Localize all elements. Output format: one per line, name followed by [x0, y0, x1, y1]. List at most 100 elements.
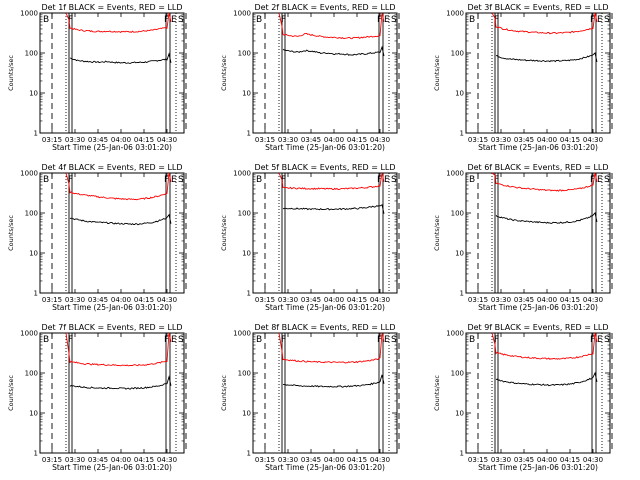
segment-marker-e: E: [597, 175, 603, 185]
x-tick-label: 03:45: [514, 136, 534, 144]
segment-marker-f: F: [68, 175, 73, 185]
y-tick-label: 1000: [233, 170, 251, 178]
y-axis-label: Counts/sec: [433, 215, 441, 251]
events-rate-line: [282, 204, 385, 214]
y-tick-label: 1: [247, 450, 251, 458]
x-tick-label: 03:45: [88, 136, 108, 144]
lld-rate-line: [278, 332, 385, 364]
y-tick-label: 1000: [20, 10, 38, 18]
events-rate-line: [69, 375, 172, 390]
x-axis-label: Start Time (25-Jan-06 03:01:20): [52, 303, 172, 312]
x-tick-label: 03:15: [255, 456, 275, 464]
y-tick-label: 1: [460, 130, 464, 138]
plot-frame: [39, 172, 185, 294]
x-tick-label: 04:00: [111, 136, 131, 144]
segment-marker-f: F: [590, 335, 595, 345]
segment-marker-s: S: [604, 175, 610, 185]
plot-frame: [252, 172, 398, 294]
x-axis-label: Start Time (25-Jan-06 03:01:20): [478, 303, 598, 312]
detector-panel-8: Det 8f BLACK = Events, RED = LLD 1 10 100 10…: [220, 323, 400, 472]
x-tick-label: 03:45: [88, 296, 108, 304]
x-tick-label: 03:30: [278, 136, 298, 144]
segment-marker-s: S: [391, 175, 397, 185]
detector-panel-5: Det 5f BLACK = Events, RED = LLD 1 10 100 10…: [220, 163, 400, 312]
x-axis-label: Start Time (25-Jan-06 03:01:20): [478, 463, 598, 472]
detector-panel-2: Det 2f BLACK = Events, RED = LLD 1 10 100 10…: [220, 3, 400, 152]
y-axis-label: Counts/sec: [220, 215, 228, 251]
x-tick-label: 03:45: [301, 456, 321, 464]
x-tick-label: 04:15: [134, 296, 154, 304]
panel-title: Det 7f BLACK = Events, RED = LLD: [41, 323, 182, 332]
events-rate-line: [495, 371, 598, 387]
segment-marker-f: F: [377, 175, 382, 185]
detector-panel-3: Det 3f BLACK = Events, RED = LLD 1 10 100 10…: [433, 3, 613, 152]
y-tick-label: 100: [451, 370, 464, 378]
x-axis-label: Start Time (25-Jan-06 03:01:20): [52, 463, 172, 472]
segment-marker-f: F: [164, 335, 169, 345]
y-tick-label: 100: [238, 370, 251, 378]
y-tick-label: 1: [460, 450, 464, 458]
y-tick-label: 10: [455, 250, 464, 258]
segment-marker-s: S: [178, 335, 184, 345]
segment-marker-f: F: [68, 335, 73, 345]
panel-title: Det 2f BLACK = Events, RED = LLD: [254, 3, 395, 12]
x-tick-label: 03:15: [468, 296, 488, 304]
y-tick-label: 1000: [20, 170, 38, 178]
x-tick-label: 03:45: [514, 296, 534, 304]
y-tick-label: 1: [247, 130, 251, 138]
x-tick-label: 03:45: [514, 456, 534, 464]
segment-marker-e: E: [597, 335, 603, 345]
y-axis-label: Counts/sec: [7, 55, 15, 91]
segment-marker-e: E: [384, 15, 390, 25]
y-tick-label: 1: [34, 290, 38, 298]
segment-marker-e: E: [384, 175, 390, 185]
y-axis-label: Counts/sec: [433, 55, 441, 91]
events-rate-line: [495, 52, 598, 63]
x-tick-label: 03:30: [491, 296, 511, 304]
segment-marker-f: F: [281, 175, 286, 185]
segment-marker-e: E: [384, 335, 390, 345]
segment-marker-f: F: [590, 175, 595, 185]
y-axis-label: Counts/sec: [7, 215, 15, 251]
y-tick-label: 1000: [446, 10, 464, 18]
x-tick-label: 03:15: [468, 136, 488, 144]
x-tick-label: 04:30: [583, 296, 603, 304]
x-axis-label: Start Time (25-Jan-06 03:01:20): [265, 303, 385, 312]
x-tick-label: 04:00: [324, 456, 344, 464]
plot-frame: [39, 332, 185, 454]
plot-frame: [465, 12, 611, 134]
x-tick-label: 03:15: [42, 456, 62, 464]
x-tick-label: 04:15: [560, 296, 580, 304]
x-tick-label: 04:15: [347, 136, 367, 144]
segment-marker-b: B: [43, 335, 49, 345]
y-tick-label: 100: [25, 50, 38, 58]
y-tick-label: 10: [242, 250, 251, 258]
segment-marker-f: F: [281, 15, 286, 25]
y-axis-label: Counts/sec: [220, 375, 228, 411]
panel-title: Det 6f BLACK = Events, RED = LLD: [467, 163, 608, 172]
y-tick-label: 100: [451, 50, 464, 58]
events-rate-line: [69, 213, 172, 226]
plot-frame: [465, 332, 611, 454]
y-tick-label: 100: [238, 50, 251, 58]
panel-title: Det 4f BLACK = Events, RED = LLD: [41, 163, 182, 172]
y-tick-label: 10: [242, 410, 251, 418]
x-tick-label: 03:30: [65, 296, 85, 304]
x-tick-label: 03:45: [88, 456, 108, 464]
y-tick-label: 1: [34, 130, 38, 138]
x-tick-label: 04:00: [324, 296, 344, 304]
detector-panel-4: Det 4f BLACK = Events, RED = LLD 1 10 100 10…: [7, 163, 187, 312]
y-tick-label: 100: [451, 210, 464, 218]
y-tick-label: 10: [29, 410, 38, 418]
lld-rate-line: [65, 172, 172, 201]
y-tick-label: 10: [242, 90, 251, 98]
segment-marker-b: B: [256, 15, 262, 25]
x-tick-label: 04:00: [537, 296, 557, 304]
detector-panel-9: Det 9f BLACK = Events, RED = LLD 1 10 100 10…: [433, 323, 613, 472]
detector-panel-1: Det 1f BLACK = Events, RED = LLD 1 10 100 10…: [7, 3, 187, 152]
panel-title: Det 3f BLACK = Events, RED = LLD: [467, 3, 608, 12]
detector-panel-7: Det 7f BLACK = Events, RED = LLD 1 10 100 10…: [7, 323, 187, 472]
plot-frame: [39, 12, 185, 134]
segment-marker-s: S: [391, 15, 397, 25]
y-tick-label: 1000: [233, 330, 251, 338]
